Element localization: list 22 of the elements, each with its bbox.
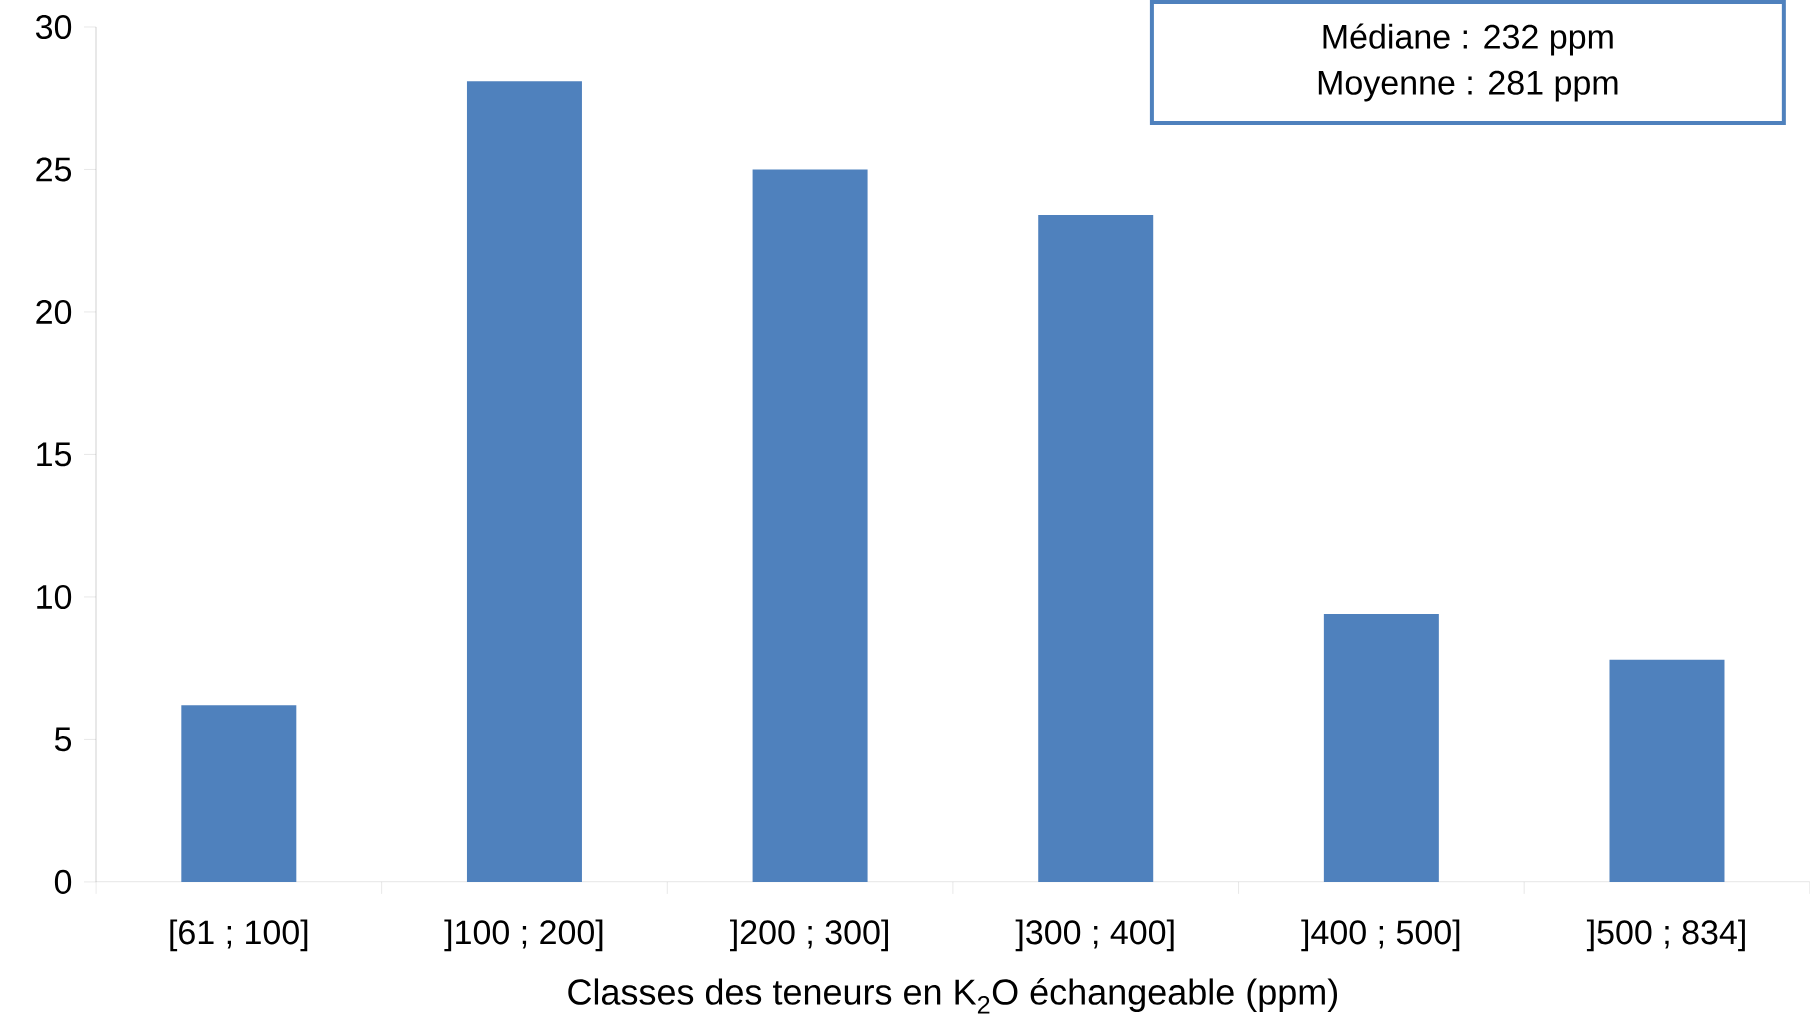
y-tick-label: 0 [54, 869, 72, 894]
y-tick-label: 5 [54, 727, 72, 752]
bar [181, 705, 297, 882]
y-tick-label: 10 [37, 584, 72, 610]
y-tick-label: 20 [36, 299, 72, 325]
annotation: Médiane : 232 ppm [1323, 23, 1613, 56]
y-tick-label: 25 [36, 157, 72, 182]
bar [1609, 659, 1725, 882]
bar [752, 169, 868, 882]
x-tick-label: ]100 ; 200] [444, 919, 603, 952]
x-axis-title: Classes des teneurs en K$_{2}$O échangeable (ppm) [568, 978, 1338, 1014]
bar [466, 81, 582, 882]
x-tick-label: ]500 ; 834] [1586, 919, 1745, 952]
x-tick-label: ]200 ; 300] [730, 919, 888, 952]
x-tick-label: ]400 ; 500] [1301, 919, 1460, 952]
bar [1038, 215, 1154, 882]
x-tick-label: ]300 ; 400] [1015, 919, 1174, 952]
annotation: Moyenne : 281 ppm [1318, 70, 1618, 102]
bar [1323, 614, 1439, 882]
y-tick-label: 30 [35, 14, 72, 40]
x-tick-label: [61 ; 100] [170, 919, 308, 952]
y-tick-label: 15 [37, 442, 72, 467]
